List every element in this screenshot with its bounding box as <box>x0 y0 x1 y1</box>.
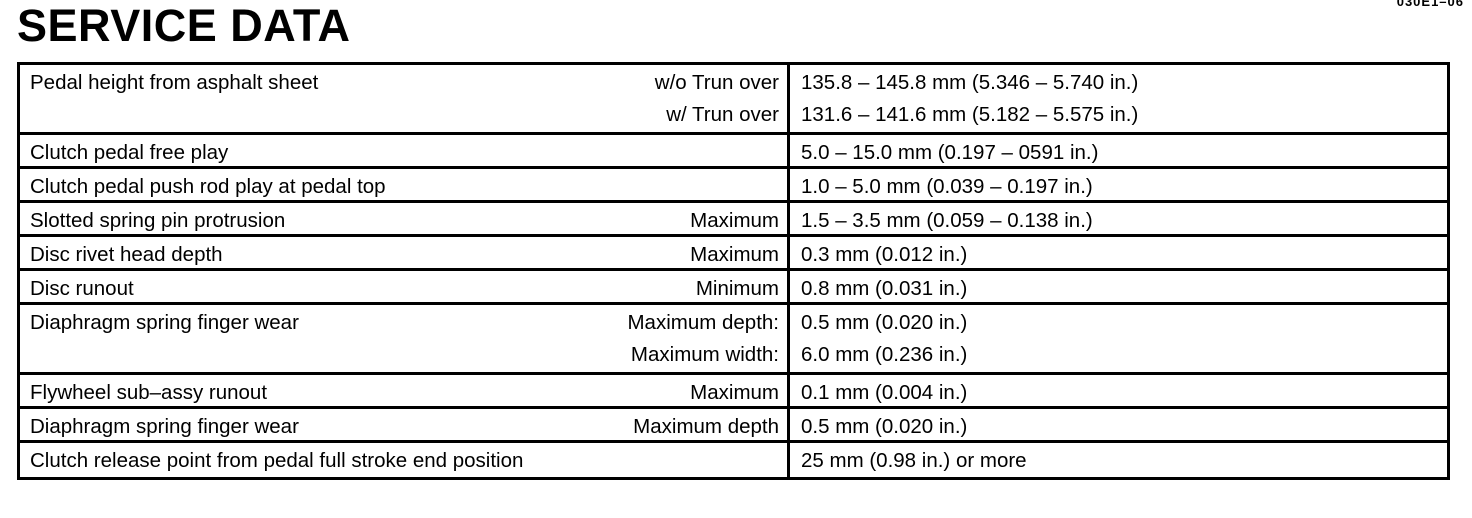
spec-label: Clutch release point from pedal full str… <box>30 449 524 472</box>
spec-value-cell: 1.0 – 5.0 mm (0.039 – 0.197 in.) <box>790 169 1447 200</box>
spec-label: Clutch pedal free play <box>30 141 229 164</box>
spec-condition: Maximum <box>690 209 779 232</box>
spec-condition: Minimum <box>695 277 779 300</box>
table-row: Flywheel sub–assy runout Maximum 0.1 mm (0… <box>20 375 1447 409</box>
spec-item-cell: Flywheel sub–assy runout Maximum <box>20 375 790 406</box>
spec-conditions: w/o Trun over w/ Trun over <box>30 67 779 131</box>
spec-value: 5.0 – 15.0 mm (0.197 – 0591 in.) <box>801 141 1099 164</box>
spec-label: Disc runout <box>30 277 134 300</box>
spec-value-cell: 0.5 mm (0.020 in.) <box>790 409 1447 440</box>
spec-value: 0.1 mm (0.004 in.) <box>801 381 968 404</box>
page-title: SERVICE DATA <box>17 0 351 51</box>
table-row: Disc runout Minimum 0.8 mm (0.031 in.) <box>20 271 1447 305</box>
spec-value-cell: 0.1 mm (0.004 in.) <box>790 375 1447 406</box>
spec-conditions: Maximum <box>30 377 779 409</box>
spec-conditions: Maximum depth: Maximum width: <box>30 307 779 371</box>
spec-condition: Maximum depth: <box>627 311 779 334</box>
spec-condition: w/ Trun over <box>666 103 779 126</box>
table-row: Clutch pedal push rod play at pedal top 1… <box>20 169 1447 203</box>
spec-value-cell: 0.8 mm (0.031 in.) <box>790 271 1447 302</box>
spec-label: Pedal height from asphalt sheet <box>30 71 319 94</box>
spec-label: Disc rivet head depth <box>30 243 223 266</box>
spec-value: 0.5 mm (0.020 in.) <box>801 415 968 438</box>
spec-item-cell: Pedal height from asphalt sheet w/o Trun … <box>20 65 790 132</box>
spec-value: 135.8 – 145.8 mm (5.346 – 5.740 in.) <box>801 71 1139 94</box>
spec-value: 6.0 mm (0.236 in.) <box>801 343 968 366</box>
spec-label: Flywheel sub–assy runout <box>30 381 268 404</box>
spec-item-cell: Clutch release point from pedal full str… <box>20 443 790 477</box>
spec-item-cell: Clutch pedal free play <box>20 135 790 166</box>
spec-label: Diaphragm spring finger wear <box>30 415 299 438</box>
spec-condition: Maximum <box>690 243 779 266</box>
spec-conditions: Maximum <box>30 205 779 237</box>
spec-value-cell: 135.8 – 145.8 mm (5.346 – 5.740 in.) 131.… <box>790 65 1447 132</box>
spec-value: 1.0 – 5.0 mm (0.039 – 0.197 in.) <box>801 175 1093 198</box>
spec-value-cell: 0.5 mm (0.020 in.) 6.0 mm (0.236 in.) <box>790 305 1447 372</box>
doc-code: 030E1–06 <box>1396 0 1464 9</box>
spec-condition: Maximum width: <box>630 343 779 366</box>
spec-item-cell: Disc rivet head depth Maximum <box>20 237 790 268</box>
spec-value: 0.3 mm (0.012 in.) <box>801 243 968 266</box>
spec-value: 1.5 – 3.5 mm (0.059 – 0.138 in.) <box>801 209 1093 232</box>
spec-value-cell: 5.0 – 15.0 mm (0.197 – 0591 in.) <box>790 135 1447 166</box>
spec-value-cell: 1.5 – 3.5 mm (0.059 – 0.138 in.) <box>790 203 1447 234</box>
spec-conditions: Maximum <box>30 239 779 271</box>
service-data-table: Pedal height from asphalt sheet w/o Trun … <box>17 62 1450 480</box>
spec-item-cell: Diaphragm spring finger wear Maximum dept… <box>20 305 790 372</box>
spec-label: Slotted spring pin protrusion <box>30 209 286 232</box>
spec-condition: Maximum <box>690 381 779 404</box>
spec-label: Diaphragm spring finger wear <box>30 311 299 334</box>
spec-item-cell: Clutch pedal push rod play at pedal top <box>20 169 790 200</box>
spec-conditions: Maximum depth <box>30 411 779 443</box>
table-row: Clutch pedal free play 5.0 – 15.0 mm (0.1… <box>20 135 1447 169</box>
spec-condition: w/o Trun over <box>654 71 779 94</box>
spec-value: 0.5 mm (0.020 in.) <box>801 311 968 334</box>
spec-value-cell: 0.3 mm (0.012 in.) <box>790 237 1447 268</box>
spec-label: Clutch pedal push rod play at pedal top <box>30 175 386 198</box>
table-row: Slotted spring pin protrusion Maximum 1.5 … <box>20 203 1447 237</box>
table-row: Disc rivet head depth Maximum 0.3 mm (0.01… <box>20 237 1447 271</box>
spec-condition: Maximum depth <box>633 415 779 438</box>
spec-item-cell: Diaphragm spring finger wear Maximum dept… <box>20 409 790 440</box>
spec-item-cell: Slotted spring pin protrusion Maximum <box>20 203 790 234</box>
spec-value: 0.8 mm (0.031 in.) <box>801 277 968 300</box>
spec-value-cell: 25 mm (0.98 in.) or more <box>790 443 1447 477</box>
table-row: Pedal height from asphalt sheet w/o Trun … <box>20 65 1447 135</box>
table-row: Diaphragm spring finger wear Maximum dept… <box>20 305 1447 375</box>
table-row: Diaphragm spring finger wear Maximum dept… <box>20 409 1447 443</box>
spec-item-cell: Disc runout Minimum <box>20 271 790 302</box>
spec-value: 25 mm (0.98 in.) or more <box>801 449 1027 472</box>
spec-value: 131.6 – 141.6 mm (5.182 – 5.575 in.) <box>801 103 1139 126</box>
spec-conditions: Minimum <box>30 273 779 305</box>
table-row: Clutch release point from pedal full str… <box>20 443 1447 477</box>
